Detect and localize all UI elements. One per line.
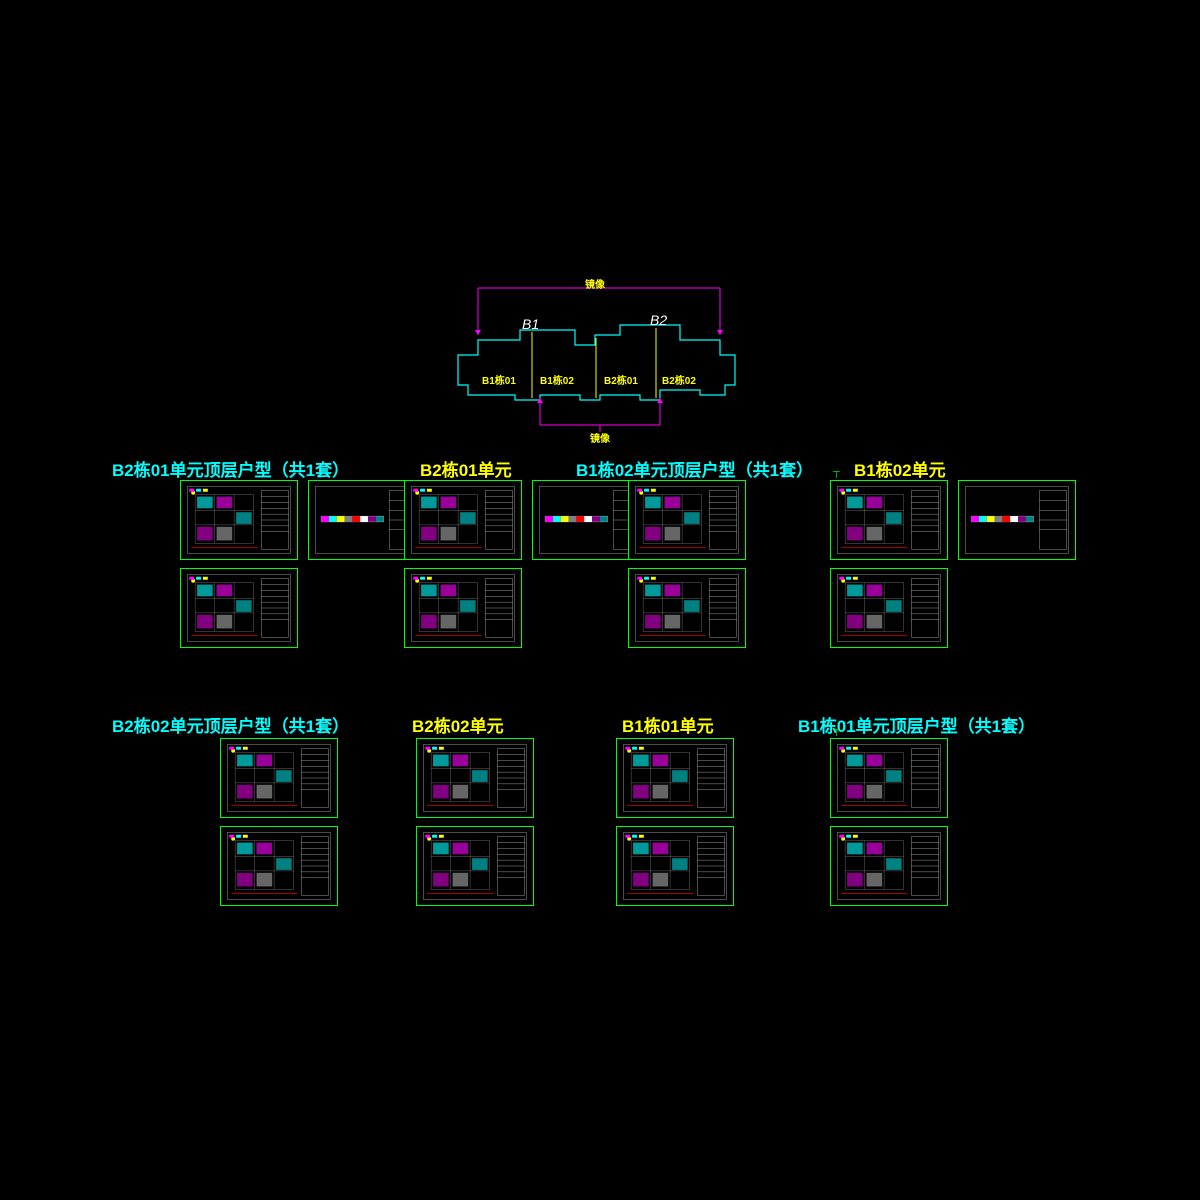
thumbnail-plan (180, 568, 298, 648)
section-title: B2栋01单元顶层户型（共1套） (112, 456, 349, 481)
thumbnail-plan (404, 568, 522, 648)
thumbnail-plan (416, 826, 534, 906)
building-big-letter: B2 (650, 312, 667, 328)
thumbnail-plan (616, 738, 734, 818)
building-unit-label: B1栋01 (482, 372, 516, 387)
building-unit-label: B2栋02 (662, 372, 696, 387)
mirror-label-bottom: 镜像 (590, 430, 610, 445)
thumbnail-plan (628, 480, 746, 560)
section-title: B2栋02单元顶层户型（共1套） (112, 712, 349, 737)
building-big-letter: B1 (522, 316, 539, 332)
section-title: B1栋02单元顶层户型（共1套） (576, 456, 813, 481)
thumbnail-plan (628, 568, 746, 648)
section-title: B1栋02单元 (854, 456, 946, 481)
section-title: B1栋01单元 (622, 712, 714, 737)
thumbnail-plan (220, 738, 338, 818)
thumbnail-plan (830, 480, 948, 560)
thumbnail-plan (616, 826, 734, 906)
thumbnail-plan (416, 738, 534, 818)
building-unit-label: B1栋02 (540, 372, 574, 387)
thumbnail-plan (220, 826, 338, 906)
mirror-label-top: 镜像 (585, 276, 605, 291)
thumbnail-plan (830, 826, 948, 906)
section-title: B2栋01单元 (420, 456, 512, 481)
marker-icon: ⊤ (832, 470, 841, 481)
section-title: B2栋02单元 (412, 712, 504, 737)
building-unit-label: B2栋01 (604, 372, 638, 387)
marker-icon: ⊤ (832, 728, 841, 739)
thumbnail-legend (958, 480, 1076, 560)
thumbnail-plan (830, 738, 948, 818)
thumbnail-plan (180, 480, 298, 560)
building-outline-path (458, 325, 735, 400)
thumbnail-plan (404, 480, 522, 560)
thumbnail-plan (830, 568, 948, 648)
